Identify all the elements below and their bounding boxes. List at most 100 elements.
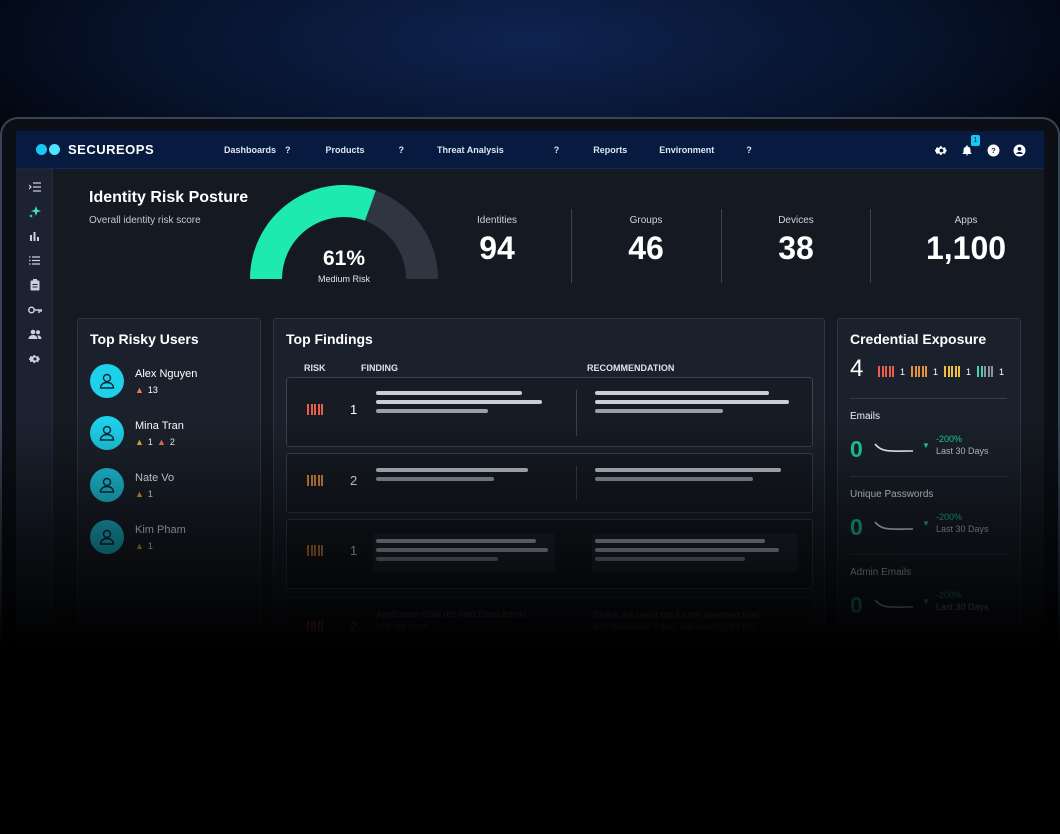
column-header-recommendation: RECOMMENDATION	[587, 363, 675, 373]
user-account-icon[interactable]	[1012, 143, 1026, 157]
users-icon[interactable]	[16, 322, 53, 347]
risk-bar	[317, 404, 320, 415]
credential-exposure-panel: Credential Exposure 4 1 1 1 1 Emails 0 ▼…	[837, 318, 1021, 677]
posture-title: Identity Risk Posture	[89, 189, 249, 206]
risk-bar	[317, 621, 320, 632]
nav-help-icon[interactable]: ?	[398, 144, 405, 155]
risk-level-indicator	[307, 545, 323, 556]
app-logo[interactable]: SECUREOPS	[36, 142, 186, 157]
exposure-total: 4	[850, 355, 864, 382]
text-placeholder	[595, 400, 789, 404]
risk-bar	[310, 621, 313, 632]
trend-down-arrow-icon: ▼	[922, 519, 930, 528]
nav-item-reports[interactable]: Reports	[593, 144, 628, 155]
finding-row[interactable]: 2 Application shall not hold Entra admin…	[286, 597, 813, 657]
chip-bar	[980, 366, 983, 377]
stat-groups[interactable]: Groups 46	[596, 215, 696, 267]
risky-user-item[interactable]: Mina Tran ▲ 1 ▲ 2	[90, 416, 184, 450]
risk-bar	[321, 545, 323, 556]
risk-percent: 61%	[322, 247, 366, 270]
metric-label: Emails	[850, 411, 881, 422]
stat-value: 38	[778, 230, 814, 266]
risky-user-item[interactable]: Nate Vo ▲ 1	[90, 468, 174, 502]
finding-row[interactable]: 2	[286, 453, 813, 513]
severity-chip	[878, 366, 894, 377]
risk-bar	[307, 475, 309, 486]
sparkle-icon[interactable]	[16, 200, 53, 225]
stat-label: Identities	[476, 215, 518, 226]
help-circle-icon[interactable]: ?	[986, 143, 1000, 157]
stat-devices[interactable]: Devices 38	[746, 215, 846, 267]
chip-bar	[954, 366, 957, 377]
user-avatar-icon	[90, 520, 124, 554]
stat-value: 46	[628, 230, 664, 266]
text-placeholder	[376, 468, 528, 472]
chip-bar	[984, 366, 987, 377]
settings-gear-icon[interactable]	[934, 143, 948, 157]
user-risk-badges: ▲ 1 ▲ 2	[135, 437, 184, 447]
column-divider	[576, 466, 577, 500]
risk-gauge	[250, 185, 438, 280]
metric-value: 0	[850, 514, 863, 540]
chip-count: 1	[900, 366, 906, 377]
finding-row[interactable]: 1	[286, 519, 813, 589]
settings-icon[interactable]	[16, 347, 53, 372]
risk-bar	[307, 404, 309, 415]
user-risk-badges: ▲ 1	[135, 489, 174, 499]
list-icon[interactable]	[16, 249, 53, 274]
risk-bar	[307, 621, 309, 632]
risky-user-item[interactable]: Alex Nguyen ▲ 13	[90, 364, 197, 398]
dashboard-screen: SECUREOPS Dashboards ? Products ? Threat…	[16, 131, 1044, 677]
nav-help-icon[interactable]: ?	[553, 144, 560, 155]
finding-risk-rank: 1	[350, 543, 358, 558]
finding-risk-rank: 2	[350, 619, 358, 634]
risky-user-item[interactable]: Kim Pham ▲ 1	[90, 520, 186, 554]
text-placeholder	[376, 409, 488, 413]
user-risk-badges: ▲ 1	[135, 541, 186, 551]
chip-bar	[947, 366, 950, 377]
risk-bar	[310, 545, 313, 556]
chip-count: 1	[933, 366, 939, 377]
panel-title: Top Risky Users	[90, 331, 199, 347]
chip-count: 1	[999, 366, 1005, 377]
bar-chart-icon[interactable]	[16, 224, 53, 249]
finding-row[interactable]: 1	[286, 377, 813, 447]
nav-item-dashboards[interactable]: Dashboards	[224, 144, 277, 155]
notification-bell-icon[interactable]: 1	[960, 135, 980, 157]
exposure-severity-chips: 1 1 1 1	[878, 366, 1004, 377]
nav-help-icon[interactable]: ?	[746, 144, 752, 155]
risk-bar	[317, 475, 320, 486]
stat-value: 94	[479, 230, 515, 266]
chip-count: 1	[966, 366, 972, 377]
panel-title: Credential Exposure	[850, 331, 987, 347]
warning-triangle-icon: ▲	[135, 489, 144, 499]
recommendation-text-line2: and determine if they are needing for th…	[593, 622, 756, 632]
key-icon[interactable]	[16, 298, 53, 323]
chip-bar	[987, 366, 990, 377]
top-findings-panel: Top Findings RISK FINDING RECOMMENDATION…	[273, 318, 825, 677]
nav-item-environment[interactable]: Environment	[659, 144, 715, 155]
section-divider	[850, 476, 1007, 477]
metric-value: 0	[850, 592, 863, 618]
gauge-fill	[250, 185, 376, 280]
risk-level-label: Medium Risk	[317, 274, 370, 284]
finding-risk-rank: 1	[350, 402, 358, 417]
nav-item-products[interactable]: Products	[325, 144, 365, 155]
trend-sparkline	[874, 599, 914, 608]
warning-triangle-icon: ▲	[135, 541, 144, 551]
user-avatar-icon	[90, 416, 124, 450]
top-navigation-bar: SECUREOPS Dashboards ? Products ? Threat…	[16, 131, 1044, 169]
clipboard-icon[interactable]	[16, 273, 53, 298]
nav-help-icon[interactable]: ?	[285, 144, 291, 155]
stat-apps[interactable]: Apps 1,100	[896, 215, 1036, 267]
collapse-menu-icon[interactable]	[16, 175, 53, 200]
svg-text:?: ?	[991, 146, 996, 155]
text-placeholder	[376, 548, 548, 552]
stat-identities[interactable]: Identities 94	[447, 215, 547, 267]
trend-down-arrow-icon: ▼	[922, 441, 930, 450]
risk-bar	[314, 621, 316, 632]
warning-triangle-icon: ▲	[135, 437, 144, 447]
nav-item-threat-analysis[interactable]: Threat Analysis	[437, 144, 504, 155]
metric-label: Admin Emails	[850, 567, 912, 578]
chip-bar	[977, 366, 980, 377]
